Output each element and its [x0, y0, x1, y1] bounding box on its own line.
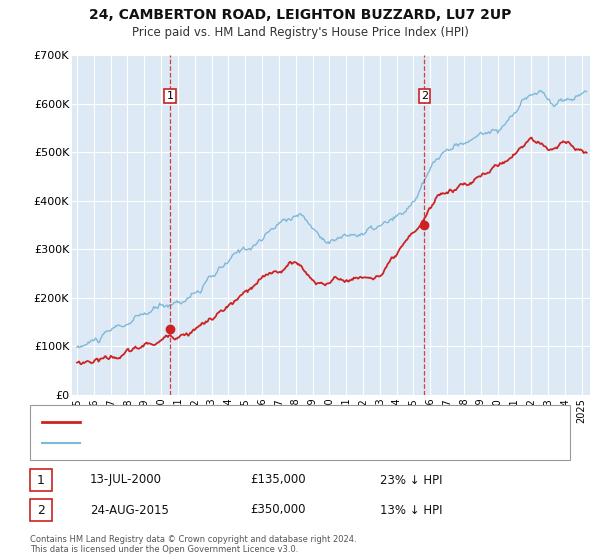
- Text: £350,000: £350,000: [250, 503, 305, 516]
- Text: £135,000: £135,000: [250, 474, 305, 487]
- Text: 23% ↓ HPI: 23% ↓ HPI: [380, 474, 443, 487]
- Text: 13% ↓ HPI: 13% ↓ HPI: [380, 503, 443, 516]
- Text: 24, CAMBERTON ROAD, LEIGHTON BUZZARD, LU7 2UP: 24, CAMBERTON ROAD, LEIGHTON BUZZARD, LU…: [89, 8, 511, 22]
- Text: 1: 1: [167, 91, 173, 101]
- Text: 13-JUL-2000: 13-JUL-2000: [90, 474, 162, 487]
- Text: 1: 1: [37, 474, 45, 487]
- Text: 2: 2: [37, 503, 45, 516]
- Text: 24-AUG-2015: 24-AUG-2015: [90, 503, 169, 516]
- Text: HPI: Average price, detached house, Central Bedfordshire: HPI: Average price, detached house, Cent…: [85, 438, 386, 448]
- Text: Contains HM Land Registry data © Crown copyright and database right 2024.
This d: Contains HM Land Registry data © Crown c…: [30, 535, 356, 554]
- Text: 2: 2: [421, 91, 428, 101]
- Text: 24, CAMBERTON ROAD, LEIGHTON BUZZARD, LU7 2UP (detached house): 24, CAMBERTON ROAD, LEIGHTON BUZZARD, LU…: [85, 417, 463, 427]
- Text: Price paid vs. HM Land Registry's House Price Index (HPI): Price paid vs. HM Land Registry's House …: [131, 26, 469, 39]
